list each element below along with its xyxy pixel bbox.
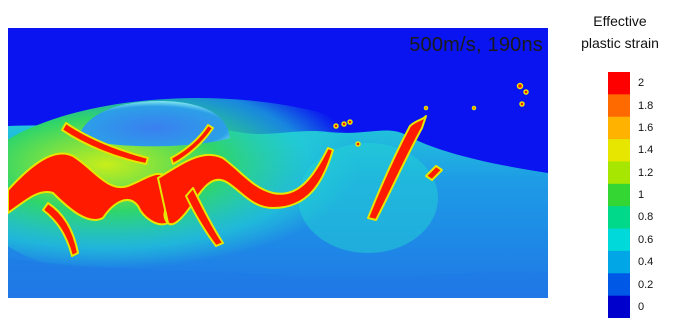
colorbar-segment: [608, 72, 630, 95]
time-velocity-label: 500m/s, 190ns: [409, 34, 543, 56]
colorbar-tick-label: 2: [638, 77, 645, 90]
colorbar-segment: [608, 116, 630, 140]
colorbar-segment: [608, 228, 630, 252]
colorbar-segment: [608, 139, 630, 162]
colorbar-segment: [608, 161, 630, 185]
colorbar-segment: [608, 183, 630, 207]
colorbar-tick-label: 0.8: [638, 211, 654, 224]
crater-dome: [78, 101, 230, 147]
colorbar-tick-label: 0: [638, 300, 645, 313]
colorbar-title-line2: plastic strain: [581, 35, 659, 51]
colorbar-tick-label: 0.2: [638, 278, 654, 291]
colorbar-tick-label: 1: [638, 189, 645, 201]
simulation-image: [8, 28, 548, 298]
colorbar-tick-label: 1.4: [638, 144, 654, 157]
colorbar-segment: [608, 295, 630, 318]
ejecta: [333, 82, 529, 147]
colorbar-tick-label: 0.6: [638, 233, 654, 246]
colorbar-tick-label: 1.6: [638, 121, 654, 134]
deformation-zone: [8, 98, 428, 288]
colorbar-segment: [608, 94, 630, 118]
colorbar: [608, 72, 630, 318]
colorbar-title-line1: Effective: [593, 13, 647, 29]
colorbar-tick-label: 1.2: [638, 166, 654, 179]
shear-bands: [8, 115, 443, 257]
colorbar-tick-label: 1.8: [638, 99, 654, 112]
colorbar-segment: [608, 250, 630, 274]
colorbar-segment: [608, 273, 630, 297]
colorbar-segment: [608, 206, 630, 230]
colorbar-tick-label: 0.4: [638, 256, 654, 269]
